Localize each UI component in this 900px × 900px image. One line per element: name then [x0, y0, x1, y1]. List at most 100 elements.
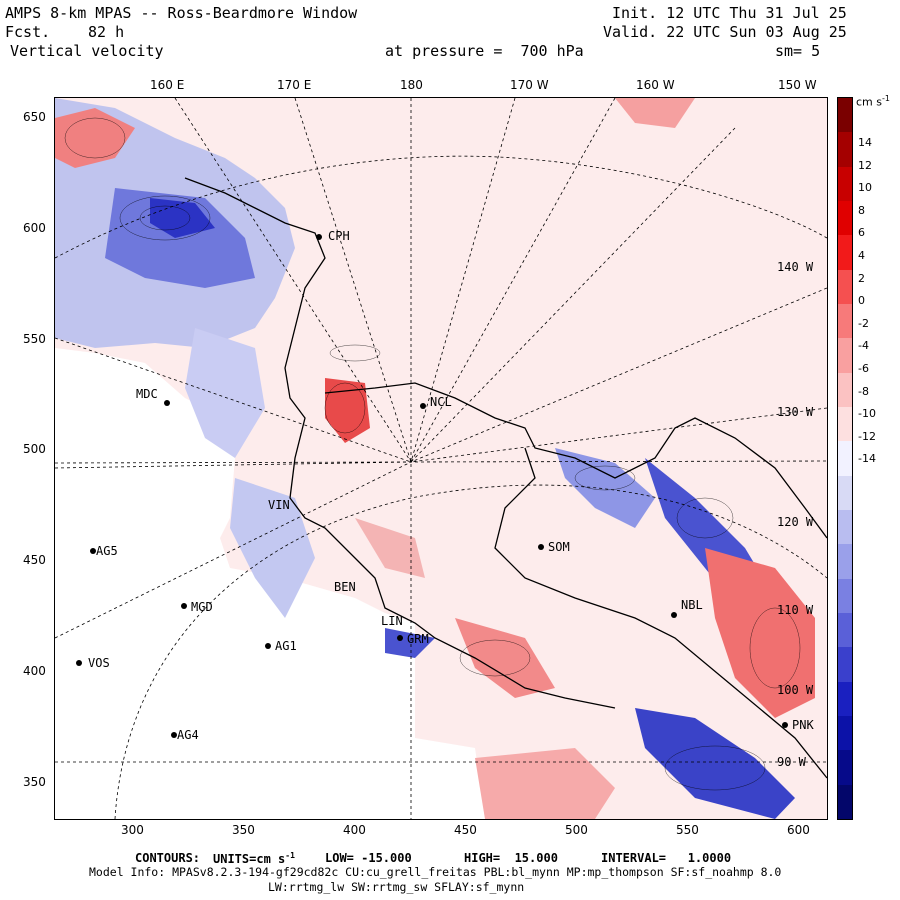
bottom-axis-label: 500 [565, 823, 588, 837]
colorbar-swatch [838, 407, 852, 442]
colorbar-tick-label: -6 [858, 362, 869, 375]
meridian-label: 120 W [777, 515, 814, 529]
colorbar-tick-label: -8 [858, 384, 869, 398]
colorbar-swatch [838, 269, 852, 305]
blue-region-mid [185, 328, 265, 458]
left-axis-label: 400 [23, 664, 46, 678]
station-label: GRM [407, 632, 429, 646]
bottom-axis-label: 600 [787, 823, 810, 837]
station-label: NBL [681, 598, 703, 612]
colorbar-swatch [838, 441, 852, 477]
blue-region-east1 [555, 448, 655, 528]
field-name: Vertical velocity [10, 42, 164, 60]
colorbar-tick-label: 0 [858, 294, 865, 308]
meridian-label: 100 W [777, 683, 814, 697]
red-region-bottom [475, 748, 615, 819]
blue-region-strong [150, 198, 215, 238]
colorbar-swatch [838, 166, 852, 202]
station-label: PNK [792, 718, 814, 732]
colorbar-tick-label: -10 [858, 407, 876, 421]
red-region-coastal [325, 378, 370, 443]
vertical-velocity-map: CPH MDC NCL SOM AG5 MGD AG1 VOS AG4 GRM … [54, 97, 828, 820]
model-info-2: LW:rrtmg_lw SW:rrtmg_sw SFLAY:sf_mynn [268, 880, 525, 894]
contours-interval: INTERVAL= 1.0000 [601, 851, 732, 865]
colorbar-tick-label: -14 [858, 452, 876, 466]
contours [64, 117, 801, 791]
contours-units: UNITS=cm s-1 [213, 851, 295, 866]
colorbar-tick-label: -12 [858, 429, 876, 443]
graticule [55, 98, 827, 819]
contours-label: CONTOURS: [135, 851, 201, 865]
colorbar-swatch [838, 647, 852, 683]
station-label: NCL [430, 395, 452, 409]
station-label: AG1 [275, 639, 297, 653]
station-label: MDC [136, 387, 158, 401]
bottom-axis-label: 450 [454, 823, 477, 837]
colorbar-tick-label: 14 [858, 136, 872, 149]
blue-region-coast [230, 478, 315, 618]
smoothing: sm= 5 [775, 42, 821, 60]
colorbar-swatch [838, 475, 852, 511]
model-info: Model Info: MPASv8.2.3-194-gf29cd82c CU:… [89, 865, 782, 879]
init-time: Init. 12 UTC Thu 31 Jul 25 [612, 4, 847, 22]
station-label: CPH [328, 229, 350, 243]
contours-high: HIGH= 15.000 [464, 851, 558, 865]
colorbar-swatch [838, 304, 852, 339]
colorbar-swatch [838, 750, 852, 786]
meridian-label: 140 W [777, 260, 814, 274]
colorbar-tick-label: 6 [858, 226, 865, 240]
left-axis-label: 550 [23, 332, 46, 346]
red-region-north [615, 98, 695, 128]
meridian-label: 130 W [777, 405, 814, 419]
red-region-east [705, 548, 815, 718]
left-axis-label: 350 [23, 775, 46, 789]
colorbar-swatch [838, 372, 852, 408]
bottom-axis-label: 550 [676, 823, 699, 837]
left-axis-label: 600 [23, 221, 46, 235]
coastline [184, 177, 827, 779]
station-label: LIN [381, 614, 403, 628]
colorbar-swatch [838, 98, 852, 133]
top-axis-label: 150 W [778, 78, 817, 92]
blue-region-southeast [635, 708, 795, 819]
station-label: MGD [191, 600, 213, 614]
colorbar-tick-label: 8 [858, 203, 865, 217]
red-region-south [455, 618, 555, 698]
colorbar-tick-label: -2 [858, 316, 869, 330]
colorbar-swatch [838, 132, 852, 168]
colorbar-tick-label: -4 [858, 339, 869, 353]
pressure-level: at pressure = 700 hPa [385, 42, 584, 60]
station-label: VOS [88, 656, 110, 670]
forecast-label: Fcst. [5, 23, 51, 41]
station-label: VIN [268, 498, 290, 512]
colorbar [837, 97, 853, 820]
top-axis-label: 160 E [150, 78, 185, 92]
colorbar-unit: cm s-1 [856, 94, 890, 109]
colorbar-swatch [838, 544, 852, 580]
top-axis-label: 170 E [277, 78, 312, 92]
colorbar-tick-label: 2 [858, 271, 865, 285]
bottom-axis-label: 300 [121, 823, 144, 837]
colorbar-tick-label: 12 [858, 158, 872, 172]
red-region-mid [355, 518, 425, 578]
station-markers [76, 234, 788, 738]
left-axis-label: 500 [23, 442, 46, 456]
station-label: BEN [334, 580, 356, 594]
map-title: AMPS 8-km MPAS -- Ross-Beardmore Window [5, 4, 358, 22]
station-label: AG5 [96, 544, 118, 558]
top-axis-label: 180 [400, 78, 423, 92]
colorbar-tick-label: 4 [858, 249, 865, 262]
meridian-label: 90 W [777, 755, 806, 769]
colorbar-swatch [838, 681, 852, 717]
colorbar-swatch [838, 235, 852, 271]
colorbar-swatch [838, 201, 852, 236]
bottom-axis-label: 400 [343, 823, 366, 837]
station-label: AG4 [177, 728, 199, 742]
left-axis-label: 450 [23, 553, 46, 567]
colorbar-tick-label: 10 [858, 181, 872, 195]
colorbar-swatch [838, 338, 852, 374]
colorbar-swatch [838, 613, 852, 648]
colorbar-swatch [838, 784, 852, 820]
top-axis-label: 160 W [636, 78, 675, 92]
left-axis-label: 650 [23, 110, 46, 124]
